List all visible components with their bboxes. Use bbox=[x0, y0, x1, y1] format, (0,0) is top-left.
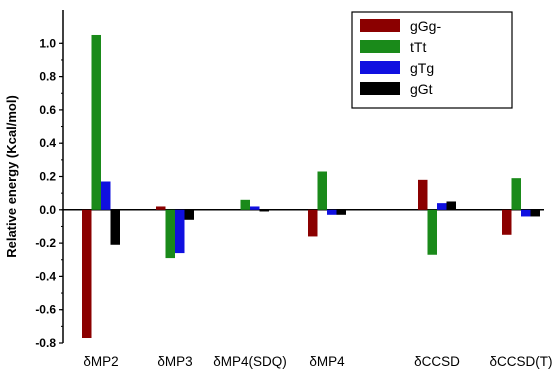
bar-gtg-5 bbox=[521, 209, 531, 217]
bar-gtg-4 bbox=[437, 203, 447, 210]
axis-labels: -0.8 -0.6 -0.4 -0.2 0.0 0.2 0.4 0.6 0.8 1.0 Relati… bbox=[4, 36, 553, 369]
y-tick-label: -0.4 bbox=[35, 269, 56, 283]
bar-ggt-3 bbox=[336, 209, 346, 215]
x-category-label: δCCSD bbox=[414, 354, 460, 369]
legend-swatch bbox=[360, 19, 400, 32]
bar-ggt-5 bbox=[530, 209, 540, 217]
bar-ttt-2 bbox=[240, 199, 250, 210]
y-tick-label: -0.2 bbox=[35, 236, 56, 250]
bar-ttt-3 bbox=[317, 171, 327, 210]
bar-gtg-0 bbox=[101, 181, 111, 210]
legend-label: gGt bbox=[410, 81, 433, 97]
bars bbox=[82, 34, 540, 339]
x-category-label: δMP3 bbox=[157, 354, 192, 369]
y-tick-label: 0.8 bbox=[39, 70, 56, 84]
bar-ggt-1 bbox=[184, 209, 194, 220]
bar-gtg-1 bbox=[175, 209, 185, 254]
axes bbox=[59, 10, 544, 344]
bar-ggg-0 bbox=[82, 209, 92, 339]
x-category-label: δMP2 bbox=[83, 354, 118, 369]
bar-ttt-5 bbox=[511, 178, 521, 210]
y-tick-label: 0.2 bbox=[39, 170, 56, 184]
legend-label: gGg- bbox=[410, 18, 441, 34]
bar-ggt-2 bbox=[259, 209, 269, 212]
bar-ggg-3 bbox=[308, 209, 318, 237]
legend-label: tTt bbox=[410, 39, 426, 55]
legend: gGg-tTt gTg gGt bbox=[351, 11, 513, 109]
bar-ttt-0 bbox=[91, 34, 101, 210]
bar-ggg-4 bbox=[418, 179, 428, 210]
legend-label: gTg bbox=[410, 60, 434, 76]
bar-gtg-3 bbox=[327, 209, 337, 215]
bar-ttt-1 bbox=[165, 209, 175, 259]
bar-ggt-4 bbox=[446, 201, 456, 210]
bar-ggg-1 bbox=[156, 206, 166, 210]
y-tick-label: 0.0 bbox=[39, 203, 56, 217]
bar-gtg-2 bbox=[250, 206, 260, 210]
y-tick-label: -0.6 bbox=[35, 303, 56, 317]
legend-swatch bbox=[360, 61, 400, 74]
y-tick-label: 0.6 bbox=[39, 103, 56, 117]
y-tick-label: 0.4 bbox=[39, 136, 56, 150]
y-tick-label: 1.0 bbox=[39, 36, 56, 50]
x-category-label: δCCSD(T) bbox=[489, 354, 552, 369]
legend-swatch bbox=[360, 82, 400, 95]
bar-ttt-4 bbox=[427, 209, 437, 255]
x-category-label: δMP4 bbox=[309, 354, 345, 369]
bar-ggt-0 bbox=[110, 209, 120, 245]
y-axis-title: Relative energy (Kcal/mol) bbox=[4, 95, 19, 258]
bar-ggg-5 bbox=[502, 209, 512, 235]
y-tick-label: -0.8 bbox=[35, 336, 56, 350]
legend-swatch bbox=[360, 40, 400, 53]
x-category-label: δMP4(SDQ) bbox=[213, 354, 287, 369]
